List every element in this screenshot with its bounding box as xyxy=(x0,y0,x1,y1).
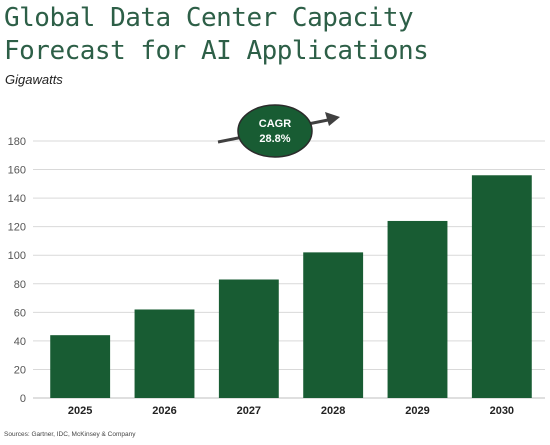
x-tick-label: 2025 xyxy=(68,405,92,417)
y-tick-label: 0 xyxy=(20,393,26,405)
bar-2029 xyxy=(387,220,448,398)
cagr-label: CAGR xyxy=(259,118,291,130)
source-note: Sources: Gartner, IDC, McKinsey & Compan… xyxy=(4,431,136,438)
y-tick-label: 140 xyxy=(8,193,26,205)
y-tick-label: 80 xyxy=(14,279,26,291)
x-tick-label: 2030 xyxy=(490,405,514,417)
chart-title: Global Data Center Capacity Forecast for… xyxy=(4,3,429,66)
bar-2027 xyxy=(218,279,279,398)
cagr-arrow-head xyxy=(325,112,340,126)
y-tick-label: 20 xyxy=(14,364,26,376)
bar-2030 xyxy=(471,175,532,398)
y-tick-label: 100 xyxy=(8,250,26,262)
cagr-ellipse xyxy=(237,104,313,158)
cagr-value: 28.8% xyxy=(259,133,290,145)
x-tick-label: 2028 xyxy=(321,405,345,417)
gridlines xyxy=(33,140,545,370)
y-axis-tick-labels: 0 20 40 60 80 100 120 140 160 180 xyxy=(8,136,26,405)
x-axis-tick-labels: 2025 2026 2027 2028 2029 2030 xyxy=(68,405,514,417)
y-tick-label: 160 xyxy=(8,165,26,177)
x-tick-label: 2029 xyxy=(405,405,429,417)
bar-2025 xyxy=(50,335,111,398)
x-tick-label: 2026 xyxy=(152,405,176,417)
bars xyxy=(50,175,532,398)
y-tick-label: 60 xyxy=(14,307,26,319)
y-tick-label: 120 xyxy=(8,222,26,234)
bar-2028 xyxy=(303,252,364,398)
x-tick-label: 2027 xyxy=(237,405,261,417)
cagr-annotation: CAGR 28.8% xyxy=(217,104,340,158)
y-tick-label: 180 xyxy=(8,136,26,148)
chart-subtitle-units: Gigawatts xyxy=(5,72,63,87)
bar-2026 xyxy=(134,309,195,398)
y-tick-label: 40 xyxy=(14,336,26,348)
